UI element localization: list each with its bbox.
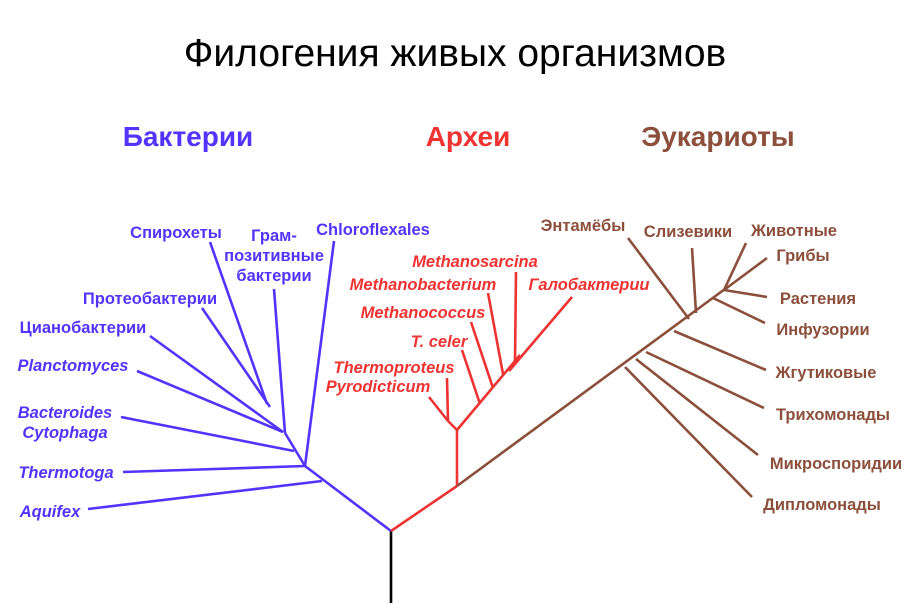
label-methanococcus: Methanococcus bbox=[361, 304, 486, 322]
label-gram-positive-3: бактерии bbox=[236, 267, 311, 285]
label-entamoebae: Энтамёбы bbox=[541, 217, 626, 235]
branch-t-celer bbox=[460, 349, 482, 405]
label-spirochetes: Спирохеты bbox=[130, 224, 222, 242]
branch-archaea-eukarya bbox=[390, 484, 458, 533]
label-slime-molds: Слизевики bbox=[644, 223, 732, 241]
label-planctomyces: Planctomyces bbox=[18, 357, 129, 375]
branch-methanobacterium bbox=[486, 292, 505, 375]
branch-fungi bbox=[723, 256, 768, 292]
branch-aquifex bbox=[87, 479, 323, 511]
label-t-celer: T. celer bbox=[411, 333, 469, 351]
label-diplomonads: Дипломонады bbox=[763, 496, 881, 514]
branch-methanococcus bbox=[469, 321, 495, 389]
branch-entamoebae bbox=[626, 237, 691, 320]
branch-planctomyces bbox=[136, 369, 284, 434]
branch-microsporidia bbox=[635, 357, 759, 457]
domain-archaea-label: Археи bbox=[426, 121, 511, 152]
branch-plants bbox=[723, 288, 768, 299]
label-halobacteria: Галобактерии bbox=[528, 276, 649, 294]
label-aquifex: Aquifex bbox=[19, 503, 81, 521]
label-thermoproteus: Thermoproteus bbox=[333, 359, 454, 377]
label-thermotoga: Thermotoga bbox=[18, 464, 113, 482]
page-title: Филогения живых организмов bbox=[184, 32, 726, 75]
label-methanobacterium: Methanobacterium bbox=[350, 276, 497, 294]
branch-archaea-main bbox=[456, 354, 521, 431]
branch-methanosarcina bbox=[513, 271, 518, 363]
label-animals: Животные bbox=[750, 222, 837, 240]
label-fungi: Грибы bbox=[776, 247, 829, 265]
branch-eukaryota bbox=[456, 287, 726, 488]
branch-diplomonads bbox=[624, 366, 753, 498]
label-gram-positive-1: Грам- bbox=[251, 227, 297, 245]
branch-animals bbox=[722, 242, 748, 291]
domain-bacteria-label: Бактерии bbox=[123, 121, 254, 152]
branch-thermotoga bbox=[122, 464, 306, 474]
label-ciliates: Инфузории bbox=[776, 321, 869, 339]
label-bacteroides: Bacteroides bbox=[18, 404, 112, 422]
label-cytophaga: Cytophaga bbox=[22, 424, 107, 442]
label-flagellates: Жгутиковые bbox=[775, 364, 877, 382]
label-trichomonads: Трихомонады bbox=[776, 406, 890, 424]
label-proteobacteria: Протеобактерии bbox=[83, 290, 217, 308]
branch-pyrodicticum bbox=[427, 396, 450, 422]
branches bbox=[87, 237, 768, 603]
branch-ciliates bbox=[712, 296, 766, 325]
domain-eukaryota-label: Эукариоты bbox=[641, 121, 794, 152]
branch-proteobacteria bbox=[200, 307, 272, 408]
branch-thermoproteus bbox=[445, 377, 450, 422]
branch-slime-molds bbox=[690, 247, 698, 314]
branch-pyro-thermoproteus bbox=[447, 420, 458, 431]
branch-bacteroides bbox=[120, 415, 295, 453]
label-cyanobacteria: Цианобактерии bbox=[20, 319, 147, 337]
branch-flagellates bbox=[673, 329, 767, 372]
branch-bacteria-inner bbox=[283, 432, 307, 467]
branch-cyanobacteria bbox=[149, 334, 284, 434]
label-methanosarcina: Methanosarcina bbox=[412, 253, 538, 271]
branch-halobacteria bbox=[508, 296, 573, 372]
branch-chloroflexales bbox=[303, 240, 336, 467]
branch-spirochetes bbox=[208, 241, 269, 405]
label-pyrodicticum: Pyrodicticum bbox=[326, 378, 431, 396]
label-gram-positive-2: позитивные bbox=[224, 247, 324, 265]
branch-bacteria bbox=[304, 464, 392, 533]
branch-gram-positive bbox=[272, 288, 287, 434]
label-microsporidia: Микроспоридии bbox=[770, 455, 902, 473]
label-plants: Растения bbox=[780, 290, 856, 308]
label-chloroflexales: Chloroflexales bbox=[316, 221, 430, 239]
branch-trichomonads bbox=[645, 350, 765, 410]
